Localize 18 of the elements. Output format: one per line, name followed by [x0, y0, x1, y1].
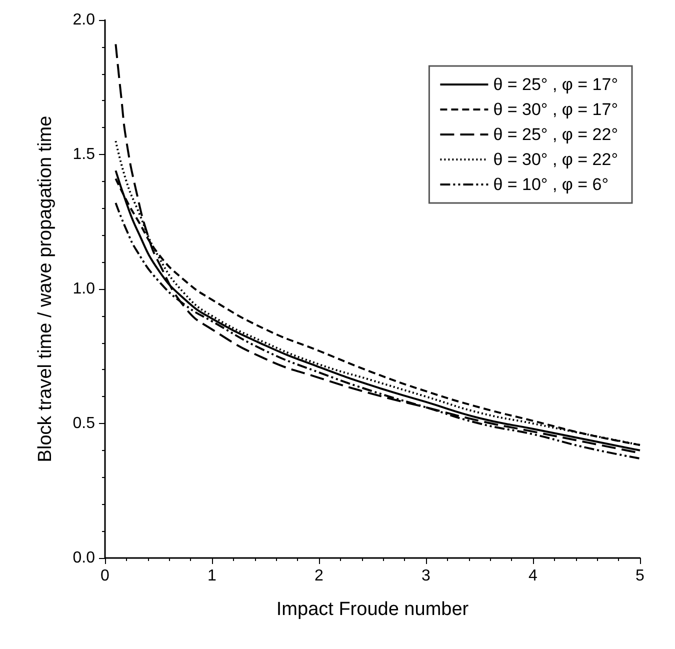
- x-tick-label: 5: [636, 568, 645, 584]
- y-axis-title: Block travel time / wave propagation time: [35, 116, 56, 462]
- x-tick-label: 1: [208, 568, 217, 584]
- legend-label: θ = 10° , φ = 6°: [493, 175, 609, 194]
- x-tick-label: 3: [422, 568, 431, 584]
- y-tick-label: 0.0: [72, 550, 96, 566]
- y-tick-label: 2.0: [72, 12, 96, 28]
- y-tick-label: 1.5: [72, 146, 96, 163]
- y-tick-label: 0.5: [72, 415, 96, 432]
- x-axis-title: Impact Froude number: [276, 599, 470, 620]
- x-tick-label: 0: [100, 568, 110, 584]
- y-tick-label: 1.0: [72, 280, 96, 298]
- legend-label: θ = 25° , φ = 17°: [493, 75, 618, 94]
- legend-label: θ = 30° , φ = 17°: [493, 100, 618, 119]
- legend-label: θ = 30° , φ = 22°: [493, 150, 618, 169]
- legend-label: θ = 25° , φ = 22°: [493, 125, 618, 144]
- x-tick-label: 2: [314, 568, 324, 584]
- x-tick-label: 4: [528, 568, 538, 584]
